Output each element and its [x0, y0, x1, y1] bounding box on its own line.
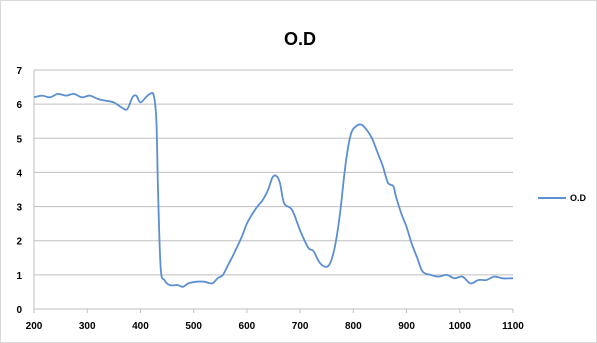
- x-tick-label: 300: [79, 321, 96, 332]
- series-group: [33, 92, 513, 288]
- x-tick-label: 200: [26, 321, 43, 332]
- legend: O.D: [538, 193, 587, 203]
- y-tick-labels: 0 1 2 3 4 5 6 7: [16, 66, 22, 316]
- x-tick-label: 1100: [502, 321, 524, 332]
- legend-label: O.D: [570, 193, 587, 203]
- chart-title: O.D: [284, 29, 316, 49]
- x-tick-label: 800: [345, 321, 362, 332]
- y-tick-label: 4: [16, 168, 22, 179]
- gridlines: [34, 69, 513, 276]
- x-tick-label: 700: [292, 321, 309, 332]
- y-tick-label: 3: [16, 203, 22, 214]
- x-tick-label: 400: [132, 321, 149, 332]
- x-tick-label: 900: [398, 321, 415, 332]
- y-tick-label: 2: [16, 237, 22, 248]
- y-tick-label: 1: [16, 271, 22, 282]
- x-tick-labels: 200 300 400 500 600 700 800 900 1000 1100: [26, 309, 524, 332]
- y-tick-label: 0: [16, 305, 22, 316]
- y-tick-label: 5: [16, 134, 22, 145]
- x-tick-label: 500: [185, 321, 202, 332]
- series-line-0: [33, 92, 513, 288]
- x-tick-label: 1000: [449, 321, 472, 332]
- x-tick-label: 600: [239, 321, 256, 332]
- y-tick-label: 7: [16, 66, 22, 77]
- y-tick-label: 6: [16, 100, 22, 111]
